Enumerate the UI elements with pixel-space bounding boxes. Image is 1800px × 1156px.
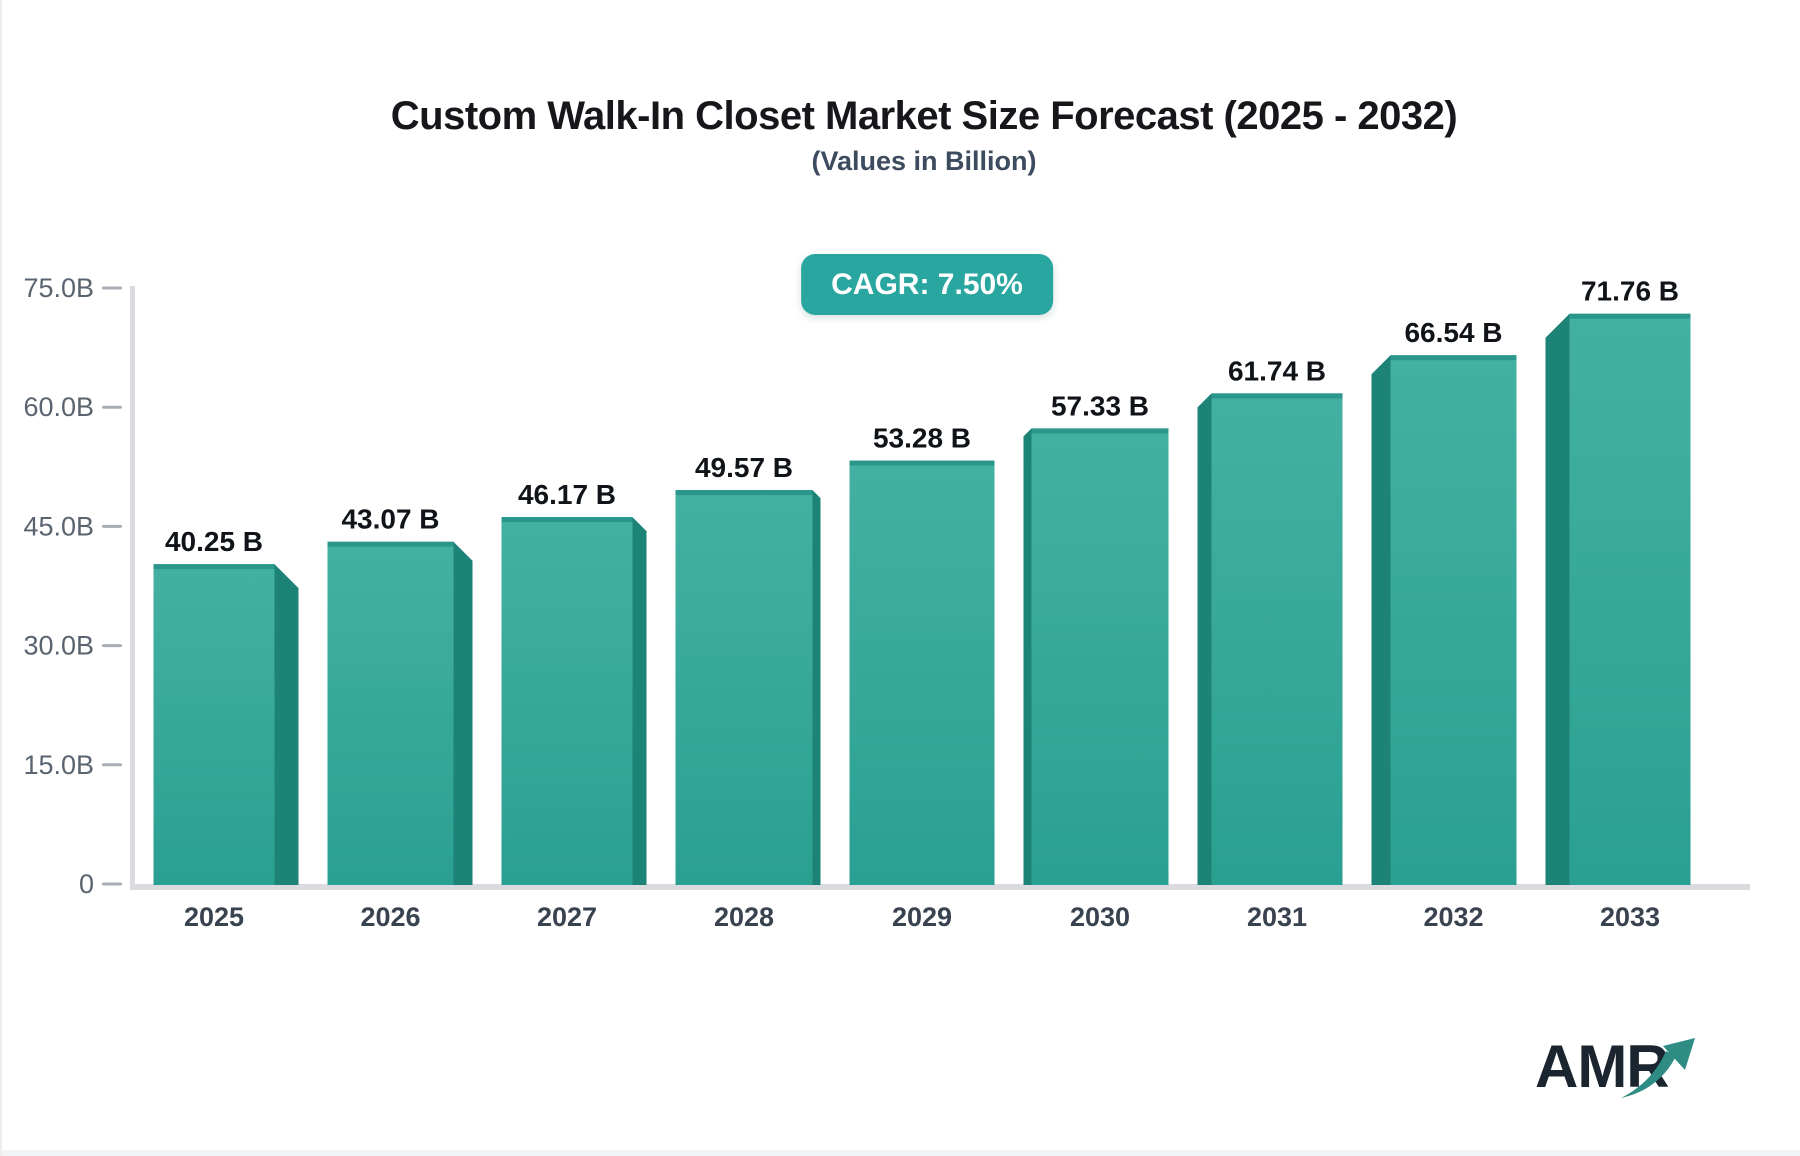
y-tick-mark bbox=[102, 644, 122, 648]
x-tick-label: 2028 bbox=[714, 902, 774, 932]
y-tick-label: 30.0B bbox=[23, 631, 94, 661]
bar-top-edge bbox=[153, 564, 275, 570]
bar-2027 bbox=[501, 517, 633, 885]
x-tick-label: 2030 bbox=[1070, 902, 1130, 932]
bar-side-panel bbox=[1197, 393, 1212, 885]
x-tick-label: 2026 bbox=[360, 902, 420, 932]
bar-value-label: 53.28 B bbox=[873, 423, 971, 454]
x-tick-label: 2025 bbox=[184, 902, 244, 932]
x-tick-label: 2031 bbox=[1247, 902, 1307, 932]
bar-value-label: 71.76 B bbox=[1581, 276, 1679, 307]
bar-top-edge bbox=[849, 460, 995, 466]
cagr-badge: CAGR: 7.50% bbox=[801, 254, 1053, 315]
bar-value-label: 61.74 B bbox=[1228, 355, 1326, 386]
bar-2030 bbox=[1031, 428, 1169, 885]
x-tick-label: 2033 bbox=[1600, 902, 1660, 932]
bar-top-edge bbox=[1031, 428, 1169, 434]
y-tick-mark bbox=[102, 524, 122, 528]
bar-side-panel bbox=[274, 564, 299, 885]
bar-2028 bbox=[675, 490, 813, 885]
bar-value-label: 49.57 B bbox=[695, 452, 793, 483]
y-axis-line bbox=[130, 286, 135, 890]
y-tick-mark bbox=[102, 286, 122, 290]
chart-title: Custom Walk-In Closet Market Size Foreca… bbox=[390, 94, 1458, 138]
bar-value-label: 66.54 B bbox=[1404, 317, 1502, 348]
x-tick-label: 2029 bbox=[892, 902, 952, 932]
bar-2031 bbox=[1211, 393, 1343, 885]
bar-value-label: 46.17 B bbox=[518, 479, 616, 510]
amr-logo-text: AMR bbox=[1535, 1033, 1670, 1100]
y-tick-mark bbox=[102, 405, 122, 409]
bar-side-panel bbox=[812, 490, 821, 885]
bar-2029 bbox=[849, 460, 995, 885]
trend-up-arrow-icon bbox=[1621, 1038, 1695, 1098]
bar-2025 bbox=[153, 564, 275, 885]
bar-side-panel bbox=[1545, 313, 1570, 885]
x-tick-label: 2032 bbox=[1423, 902, 1483, 932]
bar-top-edge bbox=[327, 541, 454, 547]
y-tick-label: 15.0B bbox=[23, 750, 94, 780]
bar-2026 bbox=[327, 541, 454, 885]
bar-side-panel bbox=[1371, 355, 1391, 886]
y-tick-mark bbox=[102, 882, 122, 886]
bar-value-label: 40.25 B bbox=[165, 526, 263, 557]
y-tick-label: 0 bbox=[79, 869, 94, 899]
chart-subtitle: (Values in Billion) bbox=[811, 146, 1037, 176]
y-tick-label: 45.0B bbox=[23, 511, 94, 541]
bar-value-label: 57.33 B bbox=[1051, 390, 1149, 421]
x-axis-line bbox=[130, 884, 1750, 890]
bar-top-edge bbox=[1569, 313, 1691, 319]
bar-top-edge bbox=[675, 490, 813, 496]
bar-side-panel bbox=[632, 517, 647, 885]
bar-top-edge bbox=[501, 517, 633, 523]
bar-2033 bbox=[1569, 313, 1691, 885]
y-tick-label: 60.0B bbox=[23, 392, 94, 422]
x-tick-label: 2027 bbox=[537, 902, 597, 932]
bar-value-label: 43.07 B bbox=[341, 504, 439, 535]
page-edge bbox=[2, 1150, 1800, 1156]
bar-top-edge bbox=[1211, 393, 1343, 399]
y-tick-label: 75.0B bbox=[23, 273, 94, 303]
bar-top-edge bbox=[1390, 355, 1517, 361]
amr-logo: AMR bbox=[1535, 1032, 1715, 1112]
y-tick-mark bbox=[102, 763, 122, 767]
bar-side-panel bbox=[453, 541, 473, 885]
bar-2032 bbox=[1390, 355, 1517, 886]
bar-side-panel bbox=[1023, 428, 1032, 885]
